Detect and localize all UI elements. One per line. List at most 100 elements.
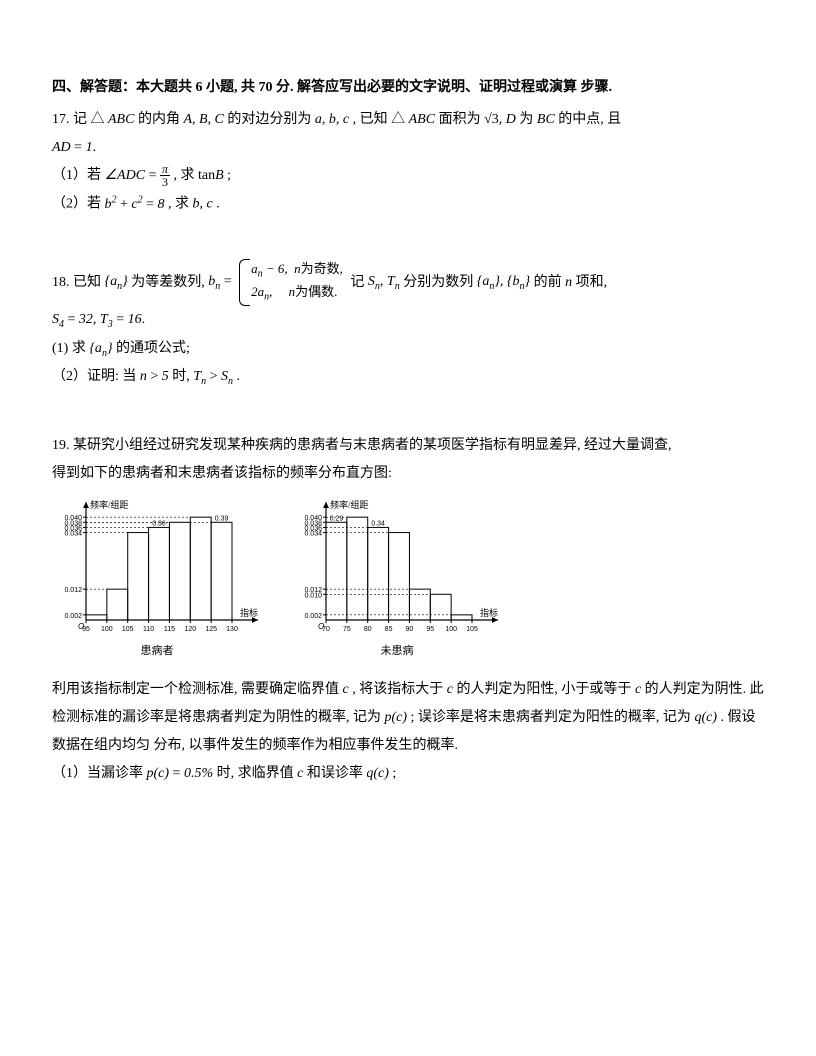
- q19-stem2: 得到如下的患病者和末患病者该指标的频率分布直方图:: [52, 460, 764, 488]
- svg-text:0.040: 0.040: [304, 515, 322, 522]
- q17-stem-f: 为: [519, 112, 537, 127]
- q19-p1b: 时, 求临界值: [217, 766, 298, 781]
- question-19: 19. 某研究小组经过研究发现某种疾病的患病者与末患病者的某项医学指标有明显差异…: [52, 432, 764, 788]
- svg-text:115: 115: [164, 626, 175, 633]
- sym: A, B, C: [183, 112, 223, 127]
- sym: ∠ADC =: [105, 168, 160, 183]
- q18-stem-e: 的前: [534, 274, 566, 289]
- svg-text:100: 100: [445, 626, 457, 633]
- svg-text:105: 105: [466, 626, 478, 633]
- q17-p1b: , 求: [173, 168, 198, 183]
- q18-stem-c: 记: [350, 274, 368, 289]
- q19-p1a: （1）当漏诊率: [52, 766, 147, 781]
- q18-stem-d: 分别为数列: [403, 274, 477, 289]
- sym: √3, D: [484, 112, 516, 127]
- q18-p2b: 时,: [172, 369, 193, 384]
- sym: p(c): [385, 710, 408, 725]
- q18-p2c: .: [237, 369, 241, 384]
- charts-row: 0.0020.0120.0340.0360.0380.0409510010511…: [52, 498, 764, 662]
- sym: q(c): [366, 766, 389, 781]
- svg-text:90: 90: [406, 626, 414, 633]
- chart-nonpatients: 0.0020.0100.0120.0340.0360.0380.04070758…: [292, 498, 502, 662]
- sym: a, b, c: [315, 112, 349, 127]
- svg-text:0.040: 0.040: [64, 515, 82, 522]
- svg-text:0.34: 0.34: [371, 521, 385, 528]
- svg-text:110: 110: [143, 626, 154, 633]
- sym: S4 = 32, T3 = 16: [52, 312, 142, 327]
- svg-text:0.002: 0.002: [64, 613, 82, 620]
- q19-p2a: 利用该指标制定一个检测标准, 需要确定临界值: [52, 682, 343, 697]
- sym: ABC: [409, 112, 435, 127]
- chart2-caption: 未患病: [292, 640, 502, 662]
- q17-stem-e: 面积为: [439, 112, 485, 127]
- sym: q(c): [694, 710, 717, 725]
- sym: b, c: [193, 197, 213, 212]
- sym: {an}, {bn}: [477, 274, 530, 289]
- svg-text:125: 125: [205, 626, 217, 633]
- sym: n > 5: [140, 369, 169, 384]
- sym: b2 + c2 = 8: [105, 197, 165, 212]
- q18-stem-a: 18. 已知: [52, 274, 105, 289]
- piecewise: an − 6, n为奇数, 2an, n为偶数.: [239, 259, 343, 306]
- sym: Tn > Sn: [193, 369, 233, 384]
- q19-p2b: , 将该指标大于: [352, 682, 447, 697]
- svg-text:105: 105: [122, 626, 134, 633]
- chart2-svg: 0.0020.0100.0120.0340.0360.0380.04070758…: [292, 498, 502, 638]
- svg-text:130: 130: [226, 626, 238, 633]
- sym: n: [565, 274, 572, 289]
- question-17: 17. 记 △ ABC 的内角 A, B, C 的对边分别为 a, b, c ,…: [52, 106, 764, 219]
- svg-text:75: 75: [343, 626, 351, 633]
- sym: bn =: [208, 274, 231, 289]
- chart-patients: 0.0020.0120.0340.0360.0380.0409510010511…: [52, 498, 262, 662]
- q17-p2c: .: [216, 197, 220, 212]
- svg-text:0.012: 0.012: [64, 587, 82, 594]
- svg-text:0.29: 0.29: [330, 516, 344, 523]
- svg-text:频率/组距: 频率/组距: [90, 499, 129, 510]
- q17-stem-c: 的对边分别为: [227, 112, 315, 127]
- sym: ABC: [108, 112, 134, 127]
- question-18: 18. 已知 {an} 为等差数列, bn = an − 6, n为奇数, 2a…: [52, 259, 764, 393]
- q18-p1: (1) 求: [52, 341, 89, 356]
- sym: {an}: [89, 341, 112, 356]
- q17-p2b: , 求: [168, 197, 193, 212]
- sym: c: [635, 682, 641, 697]
- sym: BC: [537, 112, 555, 127]
- q17-p2a: （2）若: [52, 197, 105, 212]
- q17-stem-b: 的内角: [138, 112, 184, 127]
- sym: c: [297, 766, 303, 781]
- svg-text:100: 100: [101, 626, 113, 633]
- q17-p1c: ;: [227, 168, 231, 183]
- q17-stem-a: 17. 记 △: [52, 112, 105, 127]
- q18-p1b: 的通项公式;: [116, 341, 190, 356]
- chart1-caption: 患病者: [52, 640, 262, 662]
- q19-p1c: 和误诊率: [307, 766, 367, 781]
- svg-text:0.012: 0.012: [304, 587, 322, 594]
- q19-p2e: ; 误诊率是将末患病者判定为阳性的概率, 记为: [411, 710, 695, 725]
- sym: {an}: [105, 274, 128, 289]
- sym: p(c) = 0.5%: [147, 766, 214, 781]
- svg-text:指标: 指标: [240, 607, 258, 618]
- fraction: π3: [160, 163, 170, 188]
- q18-l2: .: [142, 312, 146, 327]
- section-title: 四、解答题：本大题共 6 小题, 共 70 分. 解答应写出必要的文字说明、证明…: [52, 74, 764, 102]
- q19-p1d: ;: [392, 766, 396, 781]
- svg-text:0.36: 0.36: [152, 521, 166, 528]
- q18-stem-f: 项和,: [576, 274, 608, 289]
- svg-text:0.002: 0.002: [304, 613, 322, 620]
- q17-stem-d: , 已知 △: [353, 112, 406, 127]
- sym: c: [447, 682, 453, 697]
- svg-text:80: 80: [364, 626, 372, 633]
- q17-p1a: （1）若: [52, 168, 105, 183]
- svg-text:95: 95: [426, 626, 434, 633]
- q18-p2a: （2）证明: 当: [52, 369, 140, 384]
- q19-p2c: 的人判定为阳性, 小于或等于: [456, 682, 635, 697]
- svg-text:0.39: 0.39: [215, 516, 229, 523]
- sym: tanB: [198, 168, 224, 183]
- svg-text:85: 85: [385, 626, 393, 633]
- svg-text:O: O: [78, 622, 84, 631]
- q17-line2: .: [93, 140, 97, 155]
- chart1-svg: 0.0020.0120.0340.0360.0380.0409510010511…: [52, 498, 262, 638]
- svg-text:指标: 指标: [480, 607, 498, 618]
- q18-stem-b: 为等差数列,: [131, 274, 208, 289]
- sym: Sn, Tn: [368, 274, 400, 289]
